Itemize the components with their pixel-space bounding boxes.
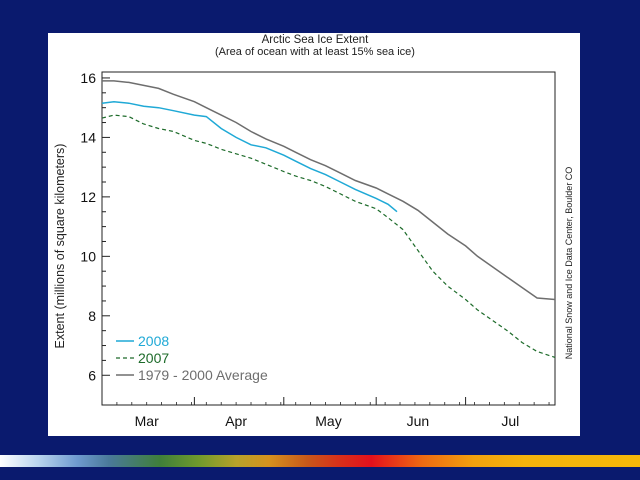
y-axis-label: Extent (millions of square kilometers)	[53, 144, 67, 349]
series-line-0	[101, 100, 398, 213]
chart: Arctic Sea Ice Extent (Area of ocean wit…	[53, 34, 574, 429]
y-tick-label: 14	[80, 129, 96, 145]
legend-label-1: 2007	[138, 350, 169, 366]
footer-band	[0, 467, 640, 480]
chart-panel: Arctic Sea Ice Extent (Area of ocean wit…	[48, 33, 580, 436]
y-tick-label: 16	[80, 70, 96, 86]
series-line-2	[102, 80, 556, 301]
spectrum-bar	[0, 455, 640, 467]
chart-title: Arctic Sea Ice Extent	[262, 34, 370, 46]
chart-subtitle: (Area of ocean with at least 15% sea ice…	[215, 46, 415, 58]
legend-label-0: 2008	[138, 333, 169, 349]
legend-label-2: 1979 - 2000 Average	[138, 367, 268, 383]
x-tick-label: Jul	[501, 413, 519, 429]
plot-frame	[101, 71, 556, 406]
axes: 6 8 10 12 14 16 Mar Apr May Jun Jul	[80, 70, 556, 429]
credit-text: National Snow and Ice Data Center, Bould…	[564, 167, 574, 360]
y-tick-label: 12	[80, 189, 96, 205]
series-layer	[101, 80, 556, 358]
series-line-1	[101, 114, 556, 358]
y-tick-label: 10	[80, 248, 96, 264]
x-tick-label: May	[315, 413, 341, 429]
y-tick-label: 6	[88, 367, 96, 383]
y-tick-label: 8	[88, 308, 96, 324]
x-tick-label: Jun	[407, 413, 430, 429]
x-tick-label: Apr	[225, 413, 247, 429]
x-tick-label: Mar	[135, 413, 159, 429]
